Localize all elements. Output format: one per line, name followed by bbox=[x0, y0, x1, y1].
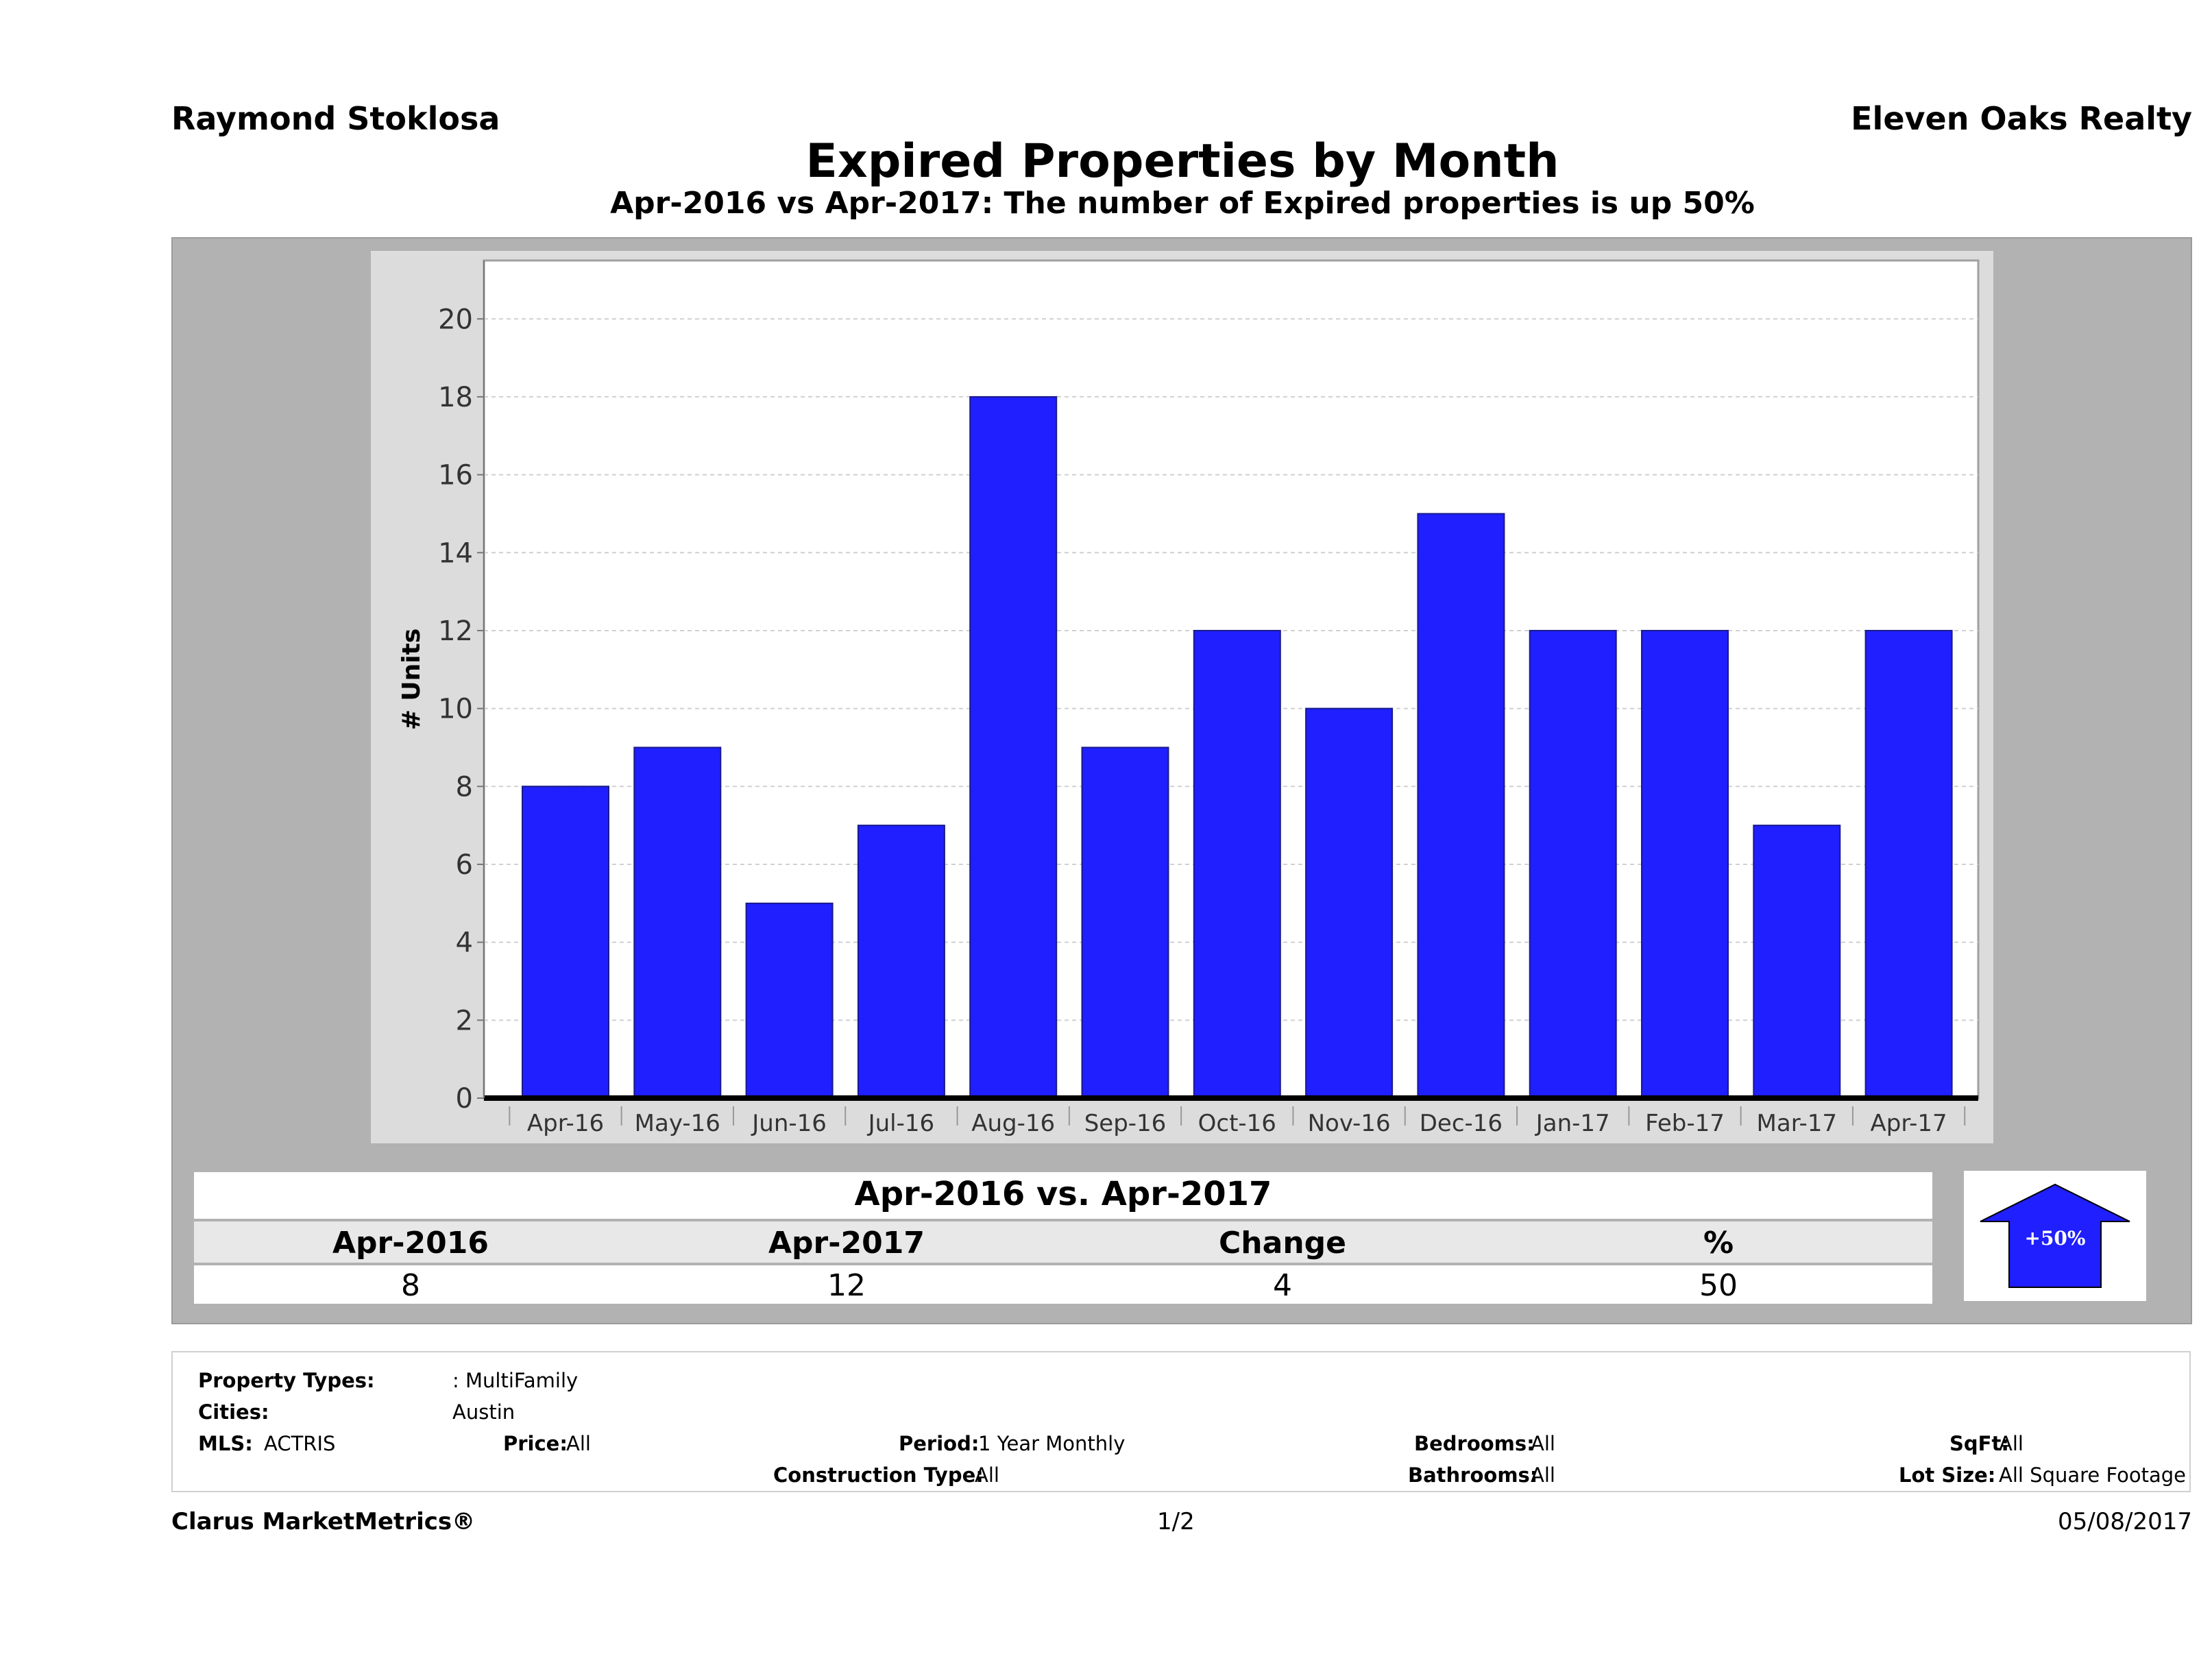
comparison-header-end: Apr-2017 bbox=[768, 1226, 925, 1261]
bar bbox=[1417, 513, 1505, 1099]
x-tick-label: Apr-16 bbox=[527, 1110, 604, 1137]
bar bbox=[1864, 629, 1953, 1099]
comparison-value-end: 12 bbox=[827, 1268, 866, 1303]
x-tick-label: Oct-16 bbox=[1198, 1110, 1276, 1137]
bar bbox=[1305, 707, 1394, 1099]
bar bbox=[1529, 629, 1617, 1099]
filter-bathrooms-value: All bbox=[1531, 1463, 1555, 1487]
x-tick-label: May-16 bbox=[635, 1110, 720, 1137]
bar bbox=[745, 902, 834, 1099]
filter-lot-size-label: Lot Size: bbox=[1899, 1463, 1996, 1487]
comparison-header-percent: % bbox=[1703, 1226, 1734, 1261]
comparison-header-start: Apr-2016 bbox=[332, 1226, 489, 1261]
chart-subtitle: Apr-2016 vs Apr-2017: The number of Expi… bbox=[610, 186, 1755, 221]
comparison-value-percent: 50 bbox=[1699, 1268, 1738, 1303]
filter-sqft-label: SqFt: bbox=[1949, 1432, 2009, 1455]
y-tick-label: 8 bbox=[456, 771, 473, 803]
filter-cities-value: Austin bbox=[452, 1400, 515, 1424]
y-tick-label: 2 bbox=[456, 1005, 473, 1036]
bar bbox=[1081, 746, 1169, 1099]
bar bbox=[1641, 629, 1729, 1099]
y-tick-label: 18 bbox=[438, 382, 473, 413]
y-tick-label: 14 bbox=[438, 537, 473, 569]
comparison-title-row: Apr-2016 vs. Apr-2017 bbox=[194, 1172, 1932, 1219]
filter-cities-label: Cities: bbox=[198, 1400, 269, 1424]
comparison-header-row: Apr-2016 Apr-2017 Change % bbox=[194, 1221, 1932, 1263]
x-tick-label: Feb-17 bbox=[1645, 1110, 1725, 1137]
x-tick-label: Jun-16 bbox=[751, 1110, 827, 1137]
bar bbox=[1193, 629, 1281, 1099]
x-tick-label: Dec-16 bbox=[1420, 1110, 1503, 1137]
report-date: 05/08/2017 bbox=[2058, 1508, 2192, 1535]
up-arrow-icon bbox=[1980, 1183, 2130, 1288]
filter-lot-size-value: All Square Footage bbox=[1999, 1463, 2187, 1487]
comparison-value-row: 8 12 4 50 bbox=[194, 1265, 1932, 1304]
change-badge-label: +50% bbox=[2024, 1227, 2085, 1250]
x-tick-label: Jan-17 bbox=[1535, 1110, 1610, 1137]
y-tick-label: 4 bbox=[456, 927, 473, 959]
comparison-value-change: 4 bbox=[1273, 1268, 1292, 1303]
bar bbox=[969, 396, 1058, 1099]
y-tick-label: 6 bbox=[456, 849, 473, 881]
x-tick-label: Mar-17 bbox=[1757, 1110, 1838, 1137]
filter-price-label: Price: bbox=[503, 1432, 568, 1455]
comparison-title: Apr-2016 vs. Apr-2017 bbox=[854, 1175, 1272, 1213]
y-axis-label: # Units bbox=[398, 629, 426, 731]
x-tick-label: Nov-16 bbox=[1308, 1110, 1391, 1137]
bar bbox=[1753, 825, 1841, 1099]
y-tick-label: 10 bbox=[438, 694, 473, 725]
filter-period-label: Period: bbox=[899, 1432, 980, 1455]
filter-price-value: All bbox=[566, 1432, 591, 1455]
company-name: Eleven Oaks Realty bbox=[1851, 100, 2192, 137]
y-tick-label: 20 bbox=[438, 304, 473, 335]
filter-sqft-value: All bbox=[1999, 1432, 2023, 1455]
filter-period-value: 1 Year Monthly bbox=[978, 1432, 1126, 1455]
agent-name: Raymond Stoklosa bbox=[171, 100, 500, 137]
bar bbox=[522, 786, 609, 1099]
filter-mls-label: MLS: bbox=[198, 1432, 253, 1455]
filter-property-types-label: Property Types: bbox=[198, 1369, 375, 1392]
comparison-header-change: Change bbox=[1219, 1226, 1346, 1261]
x-tick-label: Apr-17 bbox=[1871, 1110, 1947, 1137]
filter-construction-value: All bbox=[975, 1463, 999, 1487]
footer-brand: Clarus MarketMetrics® bbox=[171, 1508, 476, 1535]
x-tick-label: Jul-16 bbox=[867, 1110, 935, 1137]
bar-chart: 0 2 4 6 8 10 12 14 16 18 20 # Units Apr-16 May-16 Jun-… bbox=[398, 259, 1980, 1137]
bar bbox=[857, 825, 945, 1099]
chart-title: Expired Properties by Month bbox=[805, 134, 1559, 189]
filter-bedrooms-label: Bedrooms: bbox=[1414, 1432, 1535, 1455]
filter-bathrooms-label: Bathrooms: bbox=[1408, 1463, 1538, 1487]
y-tick-label: 0 bbox=[456, 1083, 473, 1115]
filter-construction-label: Construction Type: bbox=[773, 1463, 984, 1487]
filter-summary: Property Types: : MultiFamily Cities: Au… bbox=[171, 1351, 2191, 1492]
filter-bedrooms-value: All bbox=[1531, 1432, 1555, 1455]
bar bbox=[633, 746, 722, 1099]
x-tick-label: Aug-16 bbox=[971, 1110, 1055, 1137]
y-tick-label: 12 bbox=[438, 616, 473, 647]
change-badge: +50% bbox=[1964, 1171, 2146, 1301]
filter-property-types-value: : MultiFamily bbox=[452, 1369, 579, 1392]
x-tick-label: Sep-16 bbox=[1084, 1110, 1167, 1137]
y-tick-label: 16 bbox=[438, 460, 473, 491]
filter-mls-value: ACTRIS bbox=[264, 1432, 336, 1455]
page-number: 1/2 bbox=[1157, 1508, 1195, 1535]
comparison-value-start: 8 bbox=[401, 1268, 420, 1303]
